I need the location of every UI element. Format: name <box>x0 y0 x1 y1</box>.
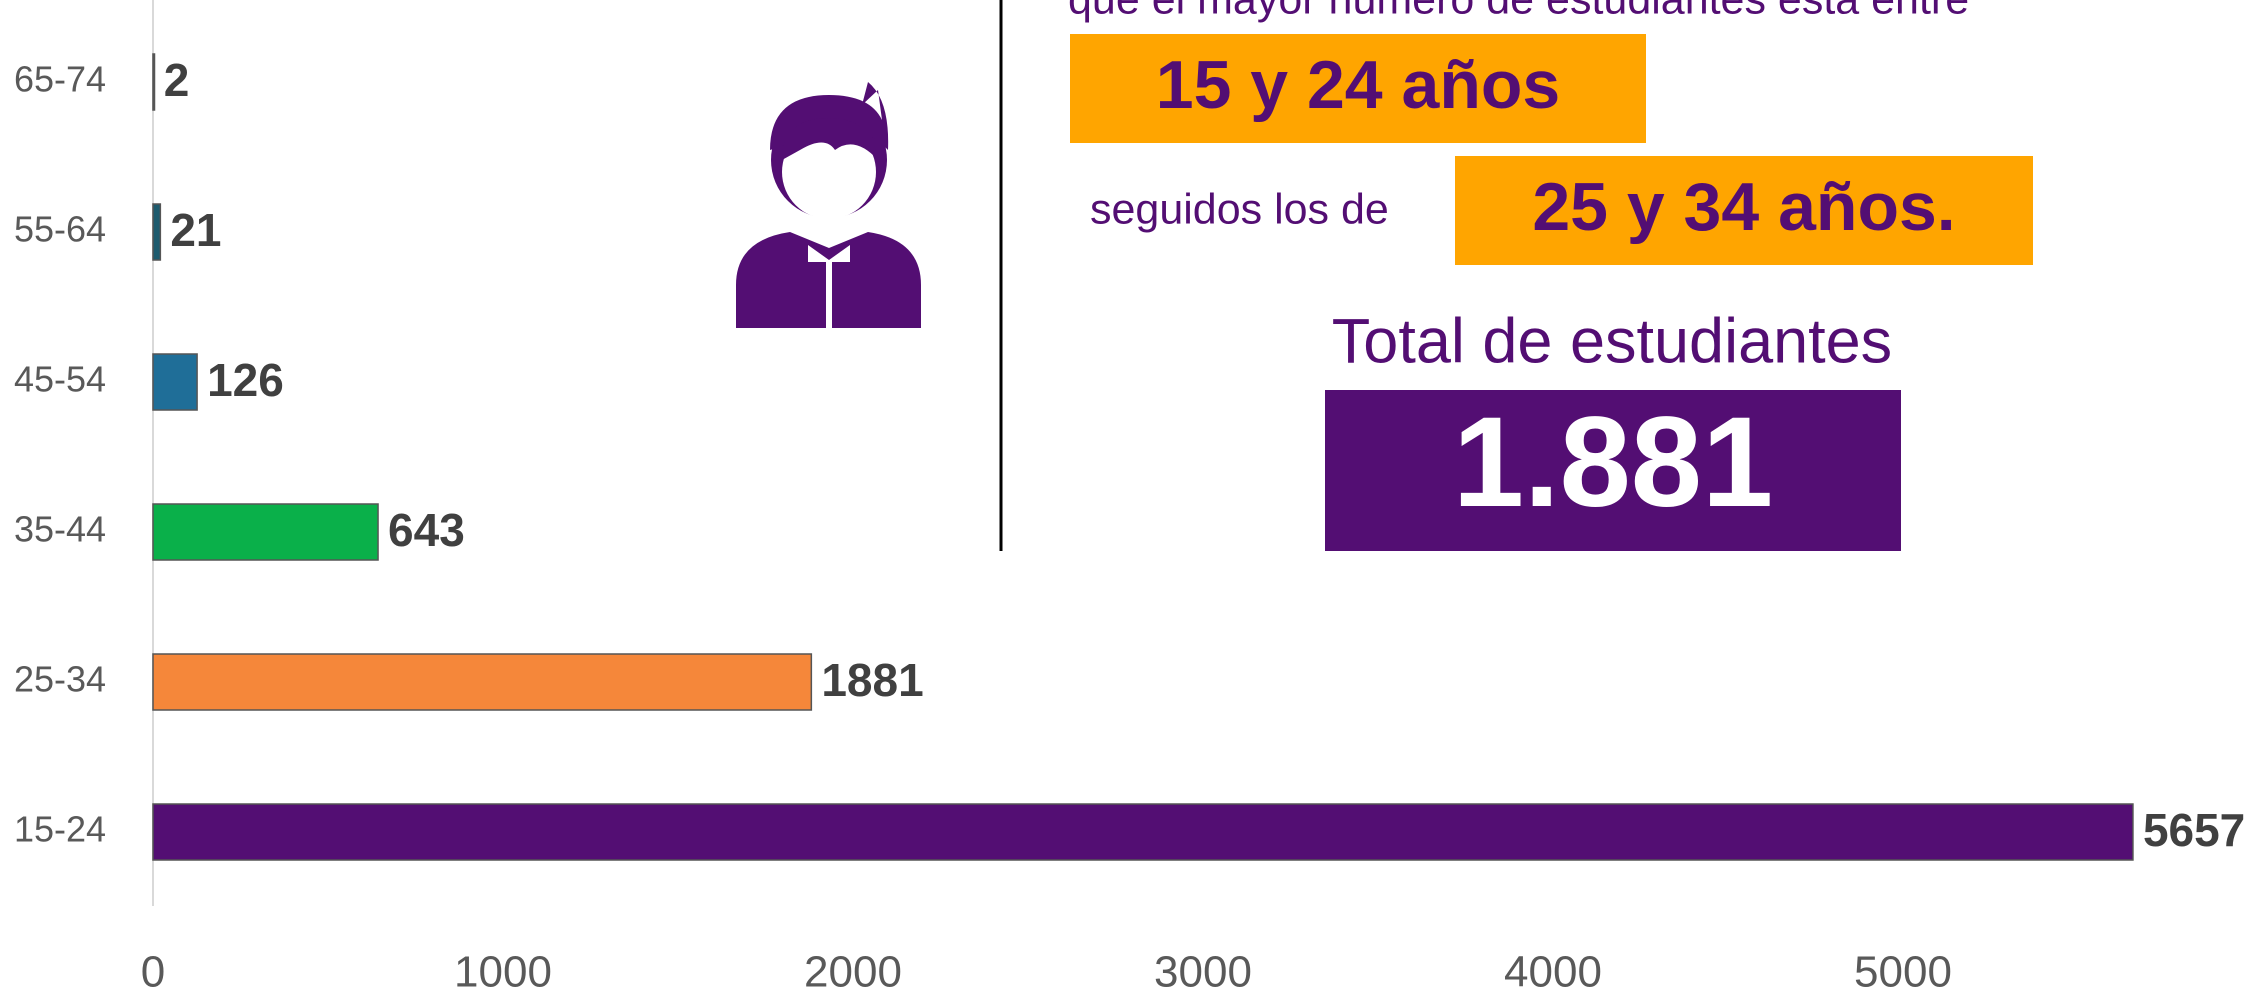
x-tick-label: 4000 <box>1504 948 1602 994</box>
total-value: 1.881 <box>1453 391 1773 534</box>
value-label: 1881 <box>821 654 923 706</box>
connector-text: seguidos los de <box>1090 185 1389 233</box>
bar <box>152 503 379 561</box>
value-label: 126 <box>207 354 284 406</box>
value-label: 643 <box>388 504 465 556</box>
highlight-box <box>1070 34 1646 143</box>
value-label: 5657 <box>2143 804 2245 856</box>
value-label: 2 <box>164 54 190 106</box>
y-tick-label: 15-24 <box>14 809 106 850</box>
x-tick-label: 5000 <box>1854 948 1952 994</box>
highlight-box <box>1455 156 2033 265</box>
x-tick-label: 3000 <box>1154 948 1252 994</box>
bar <box>152 53 156 111</box>
bar <box>152 653 813 711</box>
person-icon <box>736 82 921 328</box>
range-text: 25 y 34 años. <box>1532 169 1955 245</box>
y-tick-label: 65-74 <box>14 59 106 100</box>
x-tick-label: 1000 <box>454 948 552 994</box>
bar <box>152 353 198 411</box>
y-tick-label: 55-64 <box>14 209 106 250</box>
total-label: Total de estudiantes <box>1332 307 1892 377</box>
x-tick-label: 2000 <box>804 948 902 994</box>
bar <box>152 803 2134 861</box>
y-tick-label: 45-54 <box>14 359 106 400</box>
value-label: 21 <box>170 204 221 256</box>
range-text: 15 y 24 años <box>1156 47 1560 123</box>
bar <box>152 203 162 261</box>
x-tick-label: 0 <box>141 948 165 994</box>
y-tick-label: 35-44 <box>14 509 106 550</box>
intro-text: que el mayor número de estudiantes está … <box>1068 0 1969 23</box>
total-box <box>1325 390 1901 551</box>
y-tick-label: 25-34 <box>14 659 106 700</box>
